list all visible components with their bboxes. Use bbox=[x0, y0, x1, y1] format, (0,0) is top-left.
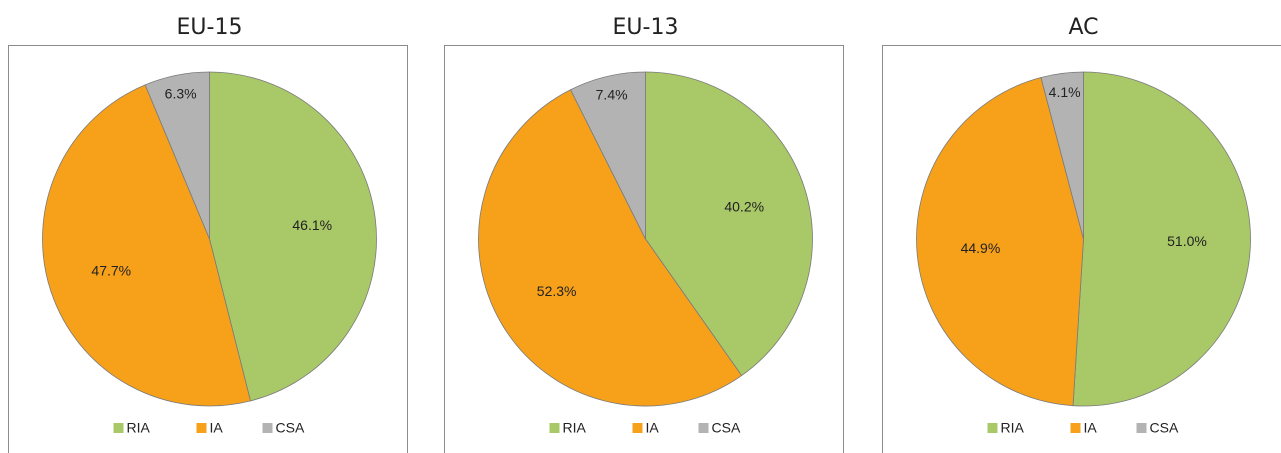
legend-label: IA bbox=[646, 420, 660, 436]
legend-label: IA bbox=[210, 420, 224, 436]
pie-slice bbox=[1040, 71, 1084, 240]
legend-swatch bbox=[632, 423, 643, 433]
pie-slice bbox=[645, 71, 813, 377]
data-label: 46.1% bbox=[292, 217, 332, 233]
legend-label: RIA bbox=[1001, 420, 1025, 436]
legend-swatch bbox=[1136, 423, 1147, 433]
chart-frame bbox=[882, 45, 1281, 453]
data-label: 7.4% bbox=[596, 87, 628, 103]
chart-frame bbox=[444, 45, 844, 453]
chart-title: EU-13 bbox=[613, 15, 679, 40]
pie-slice bbox=[478, 89, 743, 407]
data-label: 40.2% bbox=[724, 198, 764, 214]
legend-label: CSA bbox=[712, 420, 741, 436]
legend-label: CSA bbox=[276, 420, 305, 436]
legend-swatch bbox=[1070, 423, 1081, 433]
data-label: 6.3% bbox=[165, 86, 197, 102]
chart-frame bbox=[8, 45, 408, 453]
data-label: 51.0% bbox=[1167, 233, 1207, 249]
legend-swatch bbox=[113, 423, 124, 433]
pie-slice bbox=[570, 71, 646, 240]
data-label: 44.9% bbox=[961, 240, 1001, 256]
legend-label: RIA bbox=[563, 420, 587, 436]
legend-swatch bbox=[987, 423, 998, 433]
legend-label: CSA bbox=[1150, 420, 1179, 436]
legend-label: RIA bbox=[127, 420, 151, 436]
legend-swatch bbox=[549, 423, 560, 433]
pie-slice bbox=[1072, 71, 1251, 407]
data-label: 52.3% bbox=[537, 283, 577, 299]
legend-label: IA bbox=[1084, 420, 1098, 436]
legend-swatch bbox=[196, 423, 207, 433]
pie-slice bbox=[42, 84, 251, 407]
chart-title: EU-15 bbox=[177, 15, 243, 40]
legend-swatch bbox=[698, 423, 709, 433]
pie-slice bbox=[144, 71, 210, 240]
data-label: 47.7% bbox=[91, 262, 131, 278]
legend-swatch bbox=[262, 423, 273, 433]
pie-slice bbox=[209, 71, 377, 402]
pie-slice bbox=[916, 77, 1084, 407]
data-label: 4.1% bbox=[1049, 84, 1081, 100]
chart-title: AC bbox=[1068, 15, 1098, 40]
